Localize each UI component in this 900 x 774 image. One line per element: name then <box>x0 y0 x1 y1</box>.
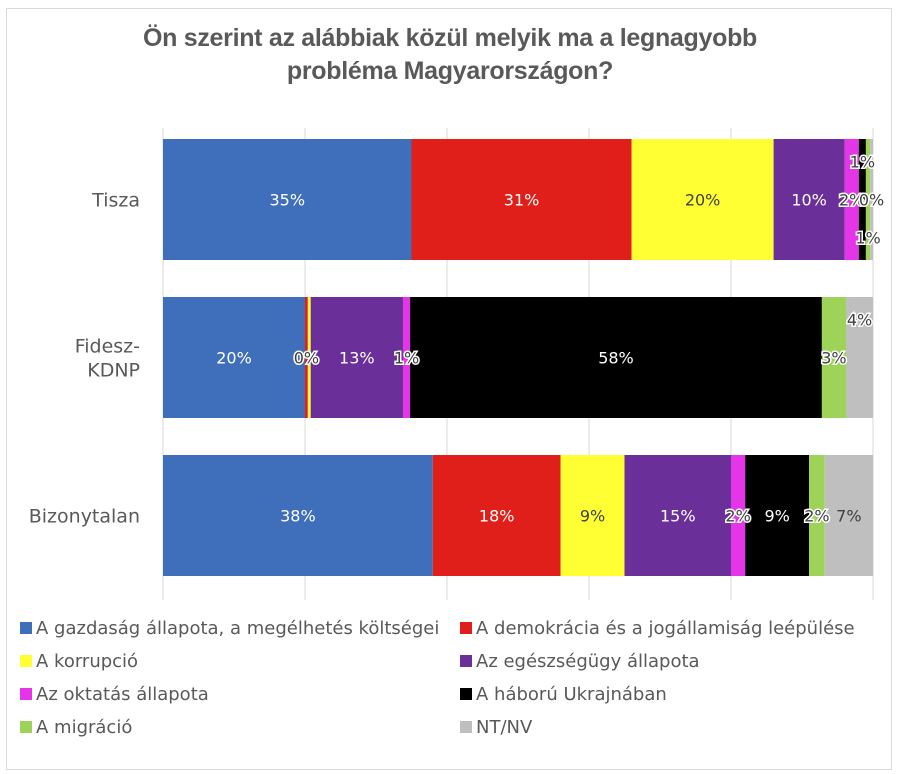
data-label: 9% <box>580 507 605 526</box>
data-label: 7% <box>836 507 861 526</box>
category-label: Tisza <box>91 190 140 212</box>
bar-segment <box>411 139 632 260</box>
data-label: 9% <box>764 507 789 526</box>
legend-item: NT/NV <box>460 713 880 741</box>
legend: A gazdaság állapota, a megélhetés költsé… <box>20 614 880 741</box>
category-labels: Tisza Fidesz-KDNP Bizonytalan <box>29 190 140 528</box>
value-labels: 35% 31% 20% 10% 2% 1% 1% 0% 20% 0% 13% 1% 58% 3%4% 38%… <box>216 151 886 527</box>
bar-segment <box>410 297 822 418</box>
bar-segment <box>631 139 774 260</box>
legend-swatch-icon <box>20 688 32 700</box>
data-label: 20% <box>216 349 252 368</box>
data-label: 1% <box>855 229 880 248</box>
category-label: Fidesz- <box>75 336 140 358</box>
legend-item: A migráció <box>20 713 460 741</box>
data-label: 35% <box>269 191 305 210</box>
bar-segment <box>745 455 810 576</box>
bar-segment <box>824 455 873 576</box>
bar-segment <box>731 455 746 576</box>
legend-label: NT/NV <box>476 716 533 738</box>
bar-segment <box>310 297 403 418</box>
data-label: 38% <box>280 507 316 526</box>
legend-swatch-icon <box>20 721 32 733</box>
data-label: 10% <box>791 191 827 210</box>
data-label: 2% <box>839 191 864 210</box>
legend-label: A háború Ukrajnában <box>476 683 667 705</box>
data-label: 18% <box>479 507 515 526</box>
chart-title-line-1: Ön szerint az alábbiak közül melyik ma a… <box>142 24 758 52</box>
data-label: 20% <box>685 191 721 210</box>
data-label: 13% <box>339 349 375 368</box>
bar-segment <box>305 297 308 418</box>
legend-item: A demokrácia és a jogállamiság leépülése <box>460 614 880 642</box>
bar-segment <box>624 455 731 576</box>
bar-segment <box>858 139 866 260</box>
legend-swatch-icon <box>460 655 472 667</box>
category-label: Bizonytalan <box>29 506 140 528</box>
data-label: 0% <box>294 349 319 368</box>
legend-swatch-icon <box>460 721 472 733</box>
data-label: 4% <box>847 311 872 330</box>
legend-swatch-icon <box>20 655 32 667</box>
bar-segment <box>809 455 825 576</box>
legend-label: Az oktatás állapota <box>36 683 209 705</box>
legend-swatch-icon <box>460 622 472 634</box>
data-label: 58% <box>598 349 634 368</box>
legend-item: A korrupció <box>20 647 460 675</box>
bar-segment <box>846 297 873 418</box>
legend-item: Az egészségügy állapota <box>460 647 880 675</box>
bar-segment <box>402 297 411 418</box>
data-label: 0% <box>859 191 884 210</box>
chart-title: Ön szerint az alábbiak közül melyik ma a… <box>0 22 900 88</box>
legend-swatch-icon <box>460 688 472 700</box>
legend-label: A korrupció <box>36 650 139 672</box>
legend-item: Az oktatás állapota <box>20 680 460 708</box>
bar-segment <box>163 297 305 418</box>
legend-label: A demokrácia és a jogállamiság leépülése <box>476 617 855 639</box>
bar-segment <box>870 139 873 260</box>
legend-label: A migráció <box>36 716 133 738</box>
data-label: 31% <box>504 191 540 210</box>
legend-label: Az egészségügy állapota <box>476 650 700 672</box>
bars <box>163 139 873 576</box>
bar-segment <box>560 455 625 576</box>
data-label: 1% <box>850 153 875 172</box>
bar-segment <box>307 297 311 418</box>
chart-title-line-2: probléma Magyarországon? <box>286 57 614 85</box>
bar-segment <box>432 455 561 576</box>
legend-item: A háború Ukrajnában <box>460 680 880 708</box>
data-label: 1% <box>394 349 419 368</box>
bar-segment <box>865 139 871 260</box>
bar-segment <box>821 297 847 418</box>
bar-segment <box>844 139 859 260</box>
data-label: 2% <box>725 507 750 526</box>
bar-segment <box>163 455 433 576</box>
legend-item: A gazdaság állapota, a megélhetés költsé… <box>20 614 460 642</box>
category-label: KDNP <box>87 360 140 382</box>
bar-segment <box>773 139 845 260</box>
data-label: 15% <box>660 507 696 526</box>
legend-label: A gazdaság állapota, a megélhetés költsé… <box>36 617 440 639</box>
bar-segment <box>163 139 412 260</box>
legend-swatch-icon <box>20 622 32 634</box>
data-label: 3% <box>821 349 846 368</box>
data-label: 2% <box>804 507 829 526</box>
